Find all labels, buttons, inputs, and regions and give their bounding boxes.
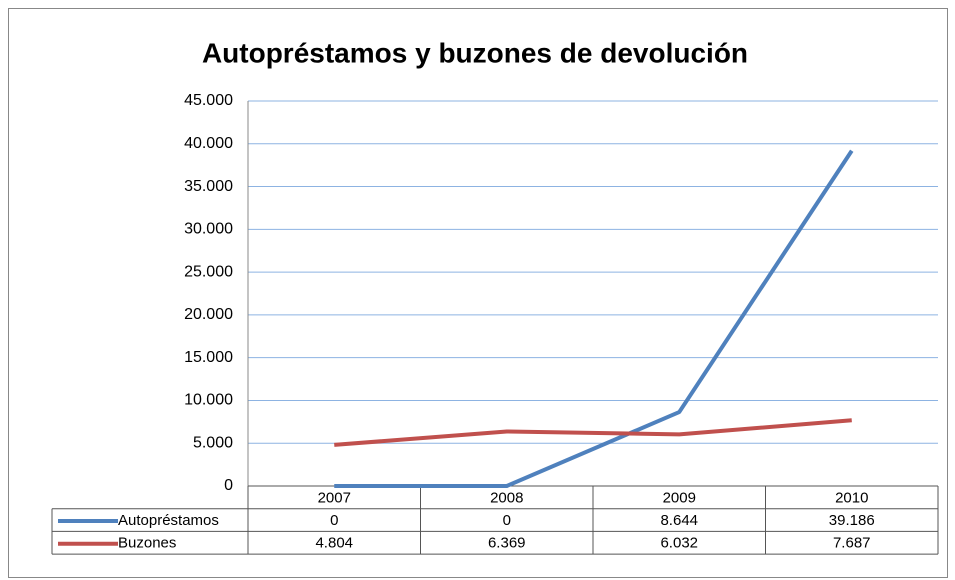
legend-label: Autopréstamos xyxy=(118,512,219,529)
table-value: 6.032 xyxy=(660,535,698,552)
table-value: 39.186 xyxy=(829,512,875,529)
y-tick-label: 15.000 xyxy=(184,349,233,366)
legend-label: Buzones xyxy=(118,535,176,552)
y-tick-label: 45.000 xyxy=(184,92,233,109)
y-tick-label: 10.000 xyxy=(184,392,233,409)
category-label: 2009 xyxy=(663,489,696,506)
chart-border xyxy=(8,8,948,578)
table-value: 0 xyxy=(503,512,511,529)
y-tick-label: 40.000 xyxy=(184,135,233,152)
y-tick-label: 5.000 xyxy=(193,434,233,451)
series-line xyxy=(334,418,852,447)
table-value: 0 xyxy=(330,512,338,529)
category-label: 2010 xyxy=(835,489,868,506)
y-tick-label: 35.000 xyxy=(184,178,233,195)
y-tick-label: 30.000 xyxy=(184,221,233,238)
table-value: 7.687 xyxy=(833,535,871,552)
table-value: 8.644 xyxy=(660,512,698,529)
table-value: 4.804 xyxy=(315,535,353,552)
y-tick-label: 20.000 xyxy=(184,306,233,323)
y-tick-label: 25.000 xyxy=(184,263,233,280)
y-tick-label: 0 xyxy=(224,477,233,494)
chart-title: Autopréstamos y buzones de devolución xyxy=(202,37,748,68)
category-label: 2008 xyxy=(490,489,523,506)
category-label: 2007 xyxy=(318,489,351,506)
table-value: 6.369 xyxy=(488,535,526,552)
series-line xyxy=(334,149,854,488)
